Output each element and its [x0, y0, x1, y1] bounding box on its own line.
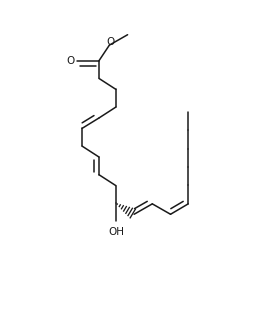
Text: OH: OH — [108, 227, 124, 237]
Text: O: O — [107, 37, 115, 47]
Text: O: O — [66, 56, 74, 66]
